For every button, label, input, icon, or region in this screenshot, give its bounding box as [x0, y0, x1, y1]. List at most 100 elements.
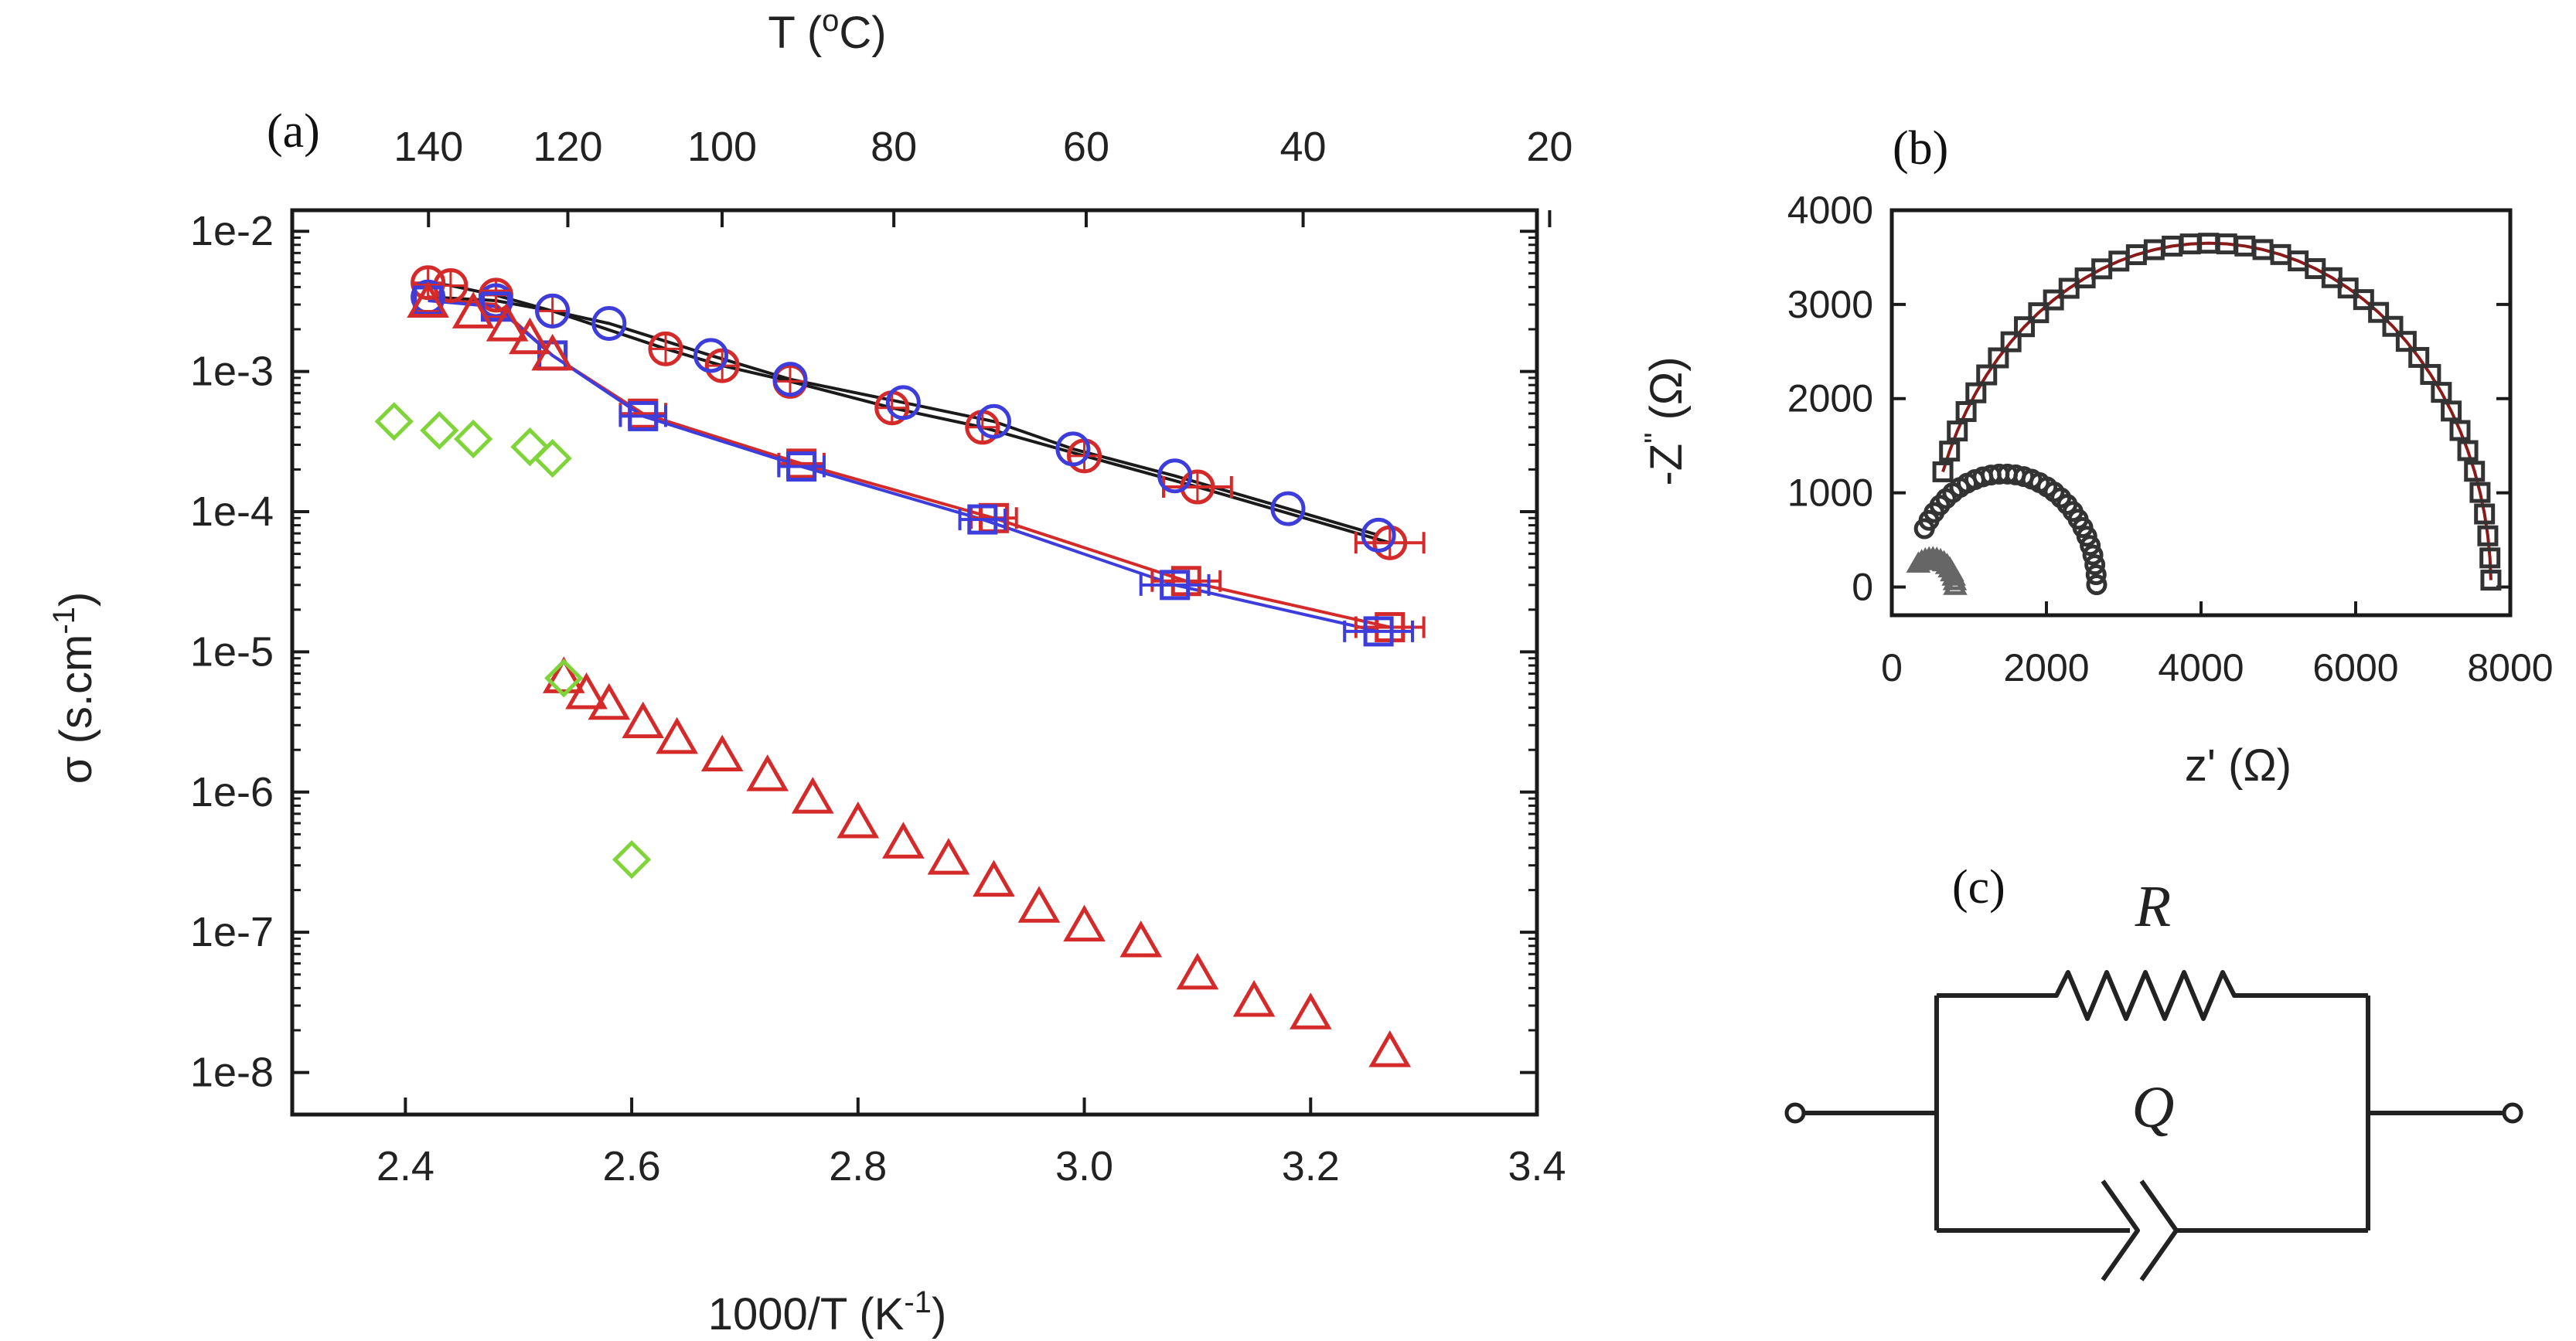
circuit-wires [1804, 996, 2504, 1230]
data-point-green-diamonds [612, 839, 652, 880]
data-point-red-triangles-lower [1232, 979, 1276, 1017]
top-tick-label: 140 [394, 124, 463, 170]
data-point-red-triangles-upper [509, 317, 551, 355]
data-point-red-triangles-lower [565, 672, 608, 710]
nyquist-point-squares-large-arc [2441, 400, 2462, 422]
data-point-red-triangles-lower [1176, 952, 1219, 990]
nyquist-point-squares-large-arc [1965, 382, 1987, 403]
x-tick-label: 2.4 [377, 1143, 434, 1190]
left-terminal [1784, 1102, 1806, 1124]
y-tick-label: 1e-6 [190, 769, 274, 815]
data-point-blue-circles [1055, 431, 1091, 467]
equivalent-circuit: (c) R Q [1784, 861, 2523, 1281]
nyquist-x-tick-label: 6000 [2312, 646, 2398, 689]
data-point-green-diamonds [374, 402, 414, 441]
nyquist-point-squares-large-arc [2000, 331, 2022, 352]
nyquist-point-squares-large-arc [2368, 301, 2390, 323]
data-point-red-triangles-lower [1017, 886, 1061, 923]
cpe-symbol [1937, 1179, 2368, 1281]
data-point-red-triangles-lower [588, 682, 631, 720]
nyquist-y-tick-label: 4000 [1787, 189, 1873, 232]
data-point-red-triangles-lower [1119, 920, 1163, 958]
data-point-red-triangles-lower [542, 656, 585, 693]
data-point-blue-squares [1363, 616, 1394, 647]
nyquist-point-squares-large-arc [2028, 302, 2050, 324]
x-tick-label: 3.0 [1055, 1143, 1113, 1190]
data-point-red-triangles-lower [1368, 1030, 1412, 1067]
top-tick-label: 40 [1280, 124, 1327, 170]
nyquist-point-squares-large-arc [1976, 364, 1998, 386]
nyquist-x-tick-label: 0 [1881, 646, 1903, 689]
data-point-green-diamonds [454, 419, 493, 459]
top-tick-label: 80 [871, 124, 917, 170]
nyquist-point-squares-large-arc [2449, 420, 2471, 441]
nyquist-point-squares-large-arc [2457, 440, 2479, 461]
error-bar [777, 455, 826, 478]
data-point-blue-squares [1160, 570, 1191, 601]
nyquist-x-tick-label: 4000 [2158, 646, 2244, 689]
nyquist-y-tick-label: 0 [1852, 565, 1873, 608]
nyquist-point-squares-large-arc [2408, 346, 2430, 368]
nyquist-point-circles-medium-arc [2085, 564, 2107, 586]
y-axis-title: σ (s.cm-1) [47, 592, 101, 785]
error-bar [618, 405, 667, 427]
top-tick-label: 120 [533, 124, 602, 170]
nyquist-point-squares-large-arc [1947, 420, 1968, 442]
x-tick-label: 2.8 [829, 1143, 887, 1190]
y-tick-label: 1e-3 [190, 349, 274, 395]
data-point-red-triangles-lower [882, 822, 925, 859]
data-point-blue-circles [1157, 458, 1193, 494]
plot-frame-b [1889, 208, 2513, 618]
y-tick-label: 1e-2 [190, 208, 274, 254]
error-bar [958, 509, 1007, 531]
nyquist-y-title: -Z" (Ω) [1639, 356, 1692, 485]
data-point-red-triangles-lower [973, 859, 1015, 897]
error-bar [1139, 573, 1211, 596]
nyquist-point-squares-large-arc [2337, 277, 2359, 299]
panel-b-label: (b) [1893, 122, 1948, 175]
data-point-red-triangles-lower [1289, 992, 1332, 1030]
nyquist-point-squares-large-arc [2043, 289, 2064, 311]
data-point-red-triangles-upper [486, 305, 529, 342]
nyquist-y-tick-label: 1000 [1787, 471, 1873, 515]
data-point-green-diamonds [420, 410, 459, 450]
data-point-red-triangles-lower [927, 838, 970, 875]
data-point-blue-squares [786, 451, 817, 482]
nyquist-x-title: z' (Ω) [2185, 740, 2291, 791]
point-crosshair [650, 333, 681, 365]
data-point-blue-squares [967, 504, 998, 535]
point-crosshair [775, 366, 806, 397]
point-crosshair [876, 392, 908, 424]
nyquist-x-tick-label: 2000 [2003, 646, 2089, 689]
nyquist-point-squares-large-arc [2480, 570, 2502, 591]
nyquist-point-squares-large-arc [1988, 347, 2009, 369]
nyquist-point-squares-large-arc [2479, 547, 2501, 569]
nyquist-point-squares-large-arc [2474, 503, 2496, 525]
nyquist-chart: (b) z' (Ω) -Z" (Ω) 0 2000 4000 6000 8000 0 100… [1639, 122, 2554, 791]
nyquist-point-squares-large-arc [2353, 289, 2374, 311]
point-crosshair [1068, 440, 1100, 471]
panel-a-label: (a) [267, 105, 320, 158]
fit-curve [1941, 241, 2493, 580]
nyquist-point-circles-medium-arc [2086, 574, 2107, 596]
resistor-symbol [1937, 970, 2368, 1021]
data-point-green-diamonds [544, 659, 584, 698]
nyquist-point-squares-large-arc [2382, 315, 2404, 337]
nyquist-point-squares-large-arc [2395, 331, 2417, 352]
x-tick-label: 3.4 [1508, 1143, 1566, 1190]
data-point-red-triangles-upper [531, 333, 574, 371]
y-tick-label: 1e-8 [190, 1050, 274, 1096]
top-axis-title: T (oC) [768, 4, 886, 58]
data-point-red-triangles-upper [451, 291, 495, 328]
nyquist-point-circles-medium-arc [2076, 526, 2097, 547]
data-point-blue-circles [1361, 517, 1396, 553]
data-point-blue-circles [535, 293, 571, 328]
error-bar [1343, 620, 1414, 642]
series-line-red-squares [428, 297, 1391, 629]
nyquist-point-circles-medium-arc [2080, 535, 2101, 556]
data-point-blue-circles [772, 362, 808, 397]
data-point-green-diamonds [510, 427, 550, 467]
nyquist-point-circles-medium-arc [2084, 554, 2106, 576]
data-point-red-triangles-lower [622, 701, 665, 739]
point-crosshair [966, 411, 998, 443]
